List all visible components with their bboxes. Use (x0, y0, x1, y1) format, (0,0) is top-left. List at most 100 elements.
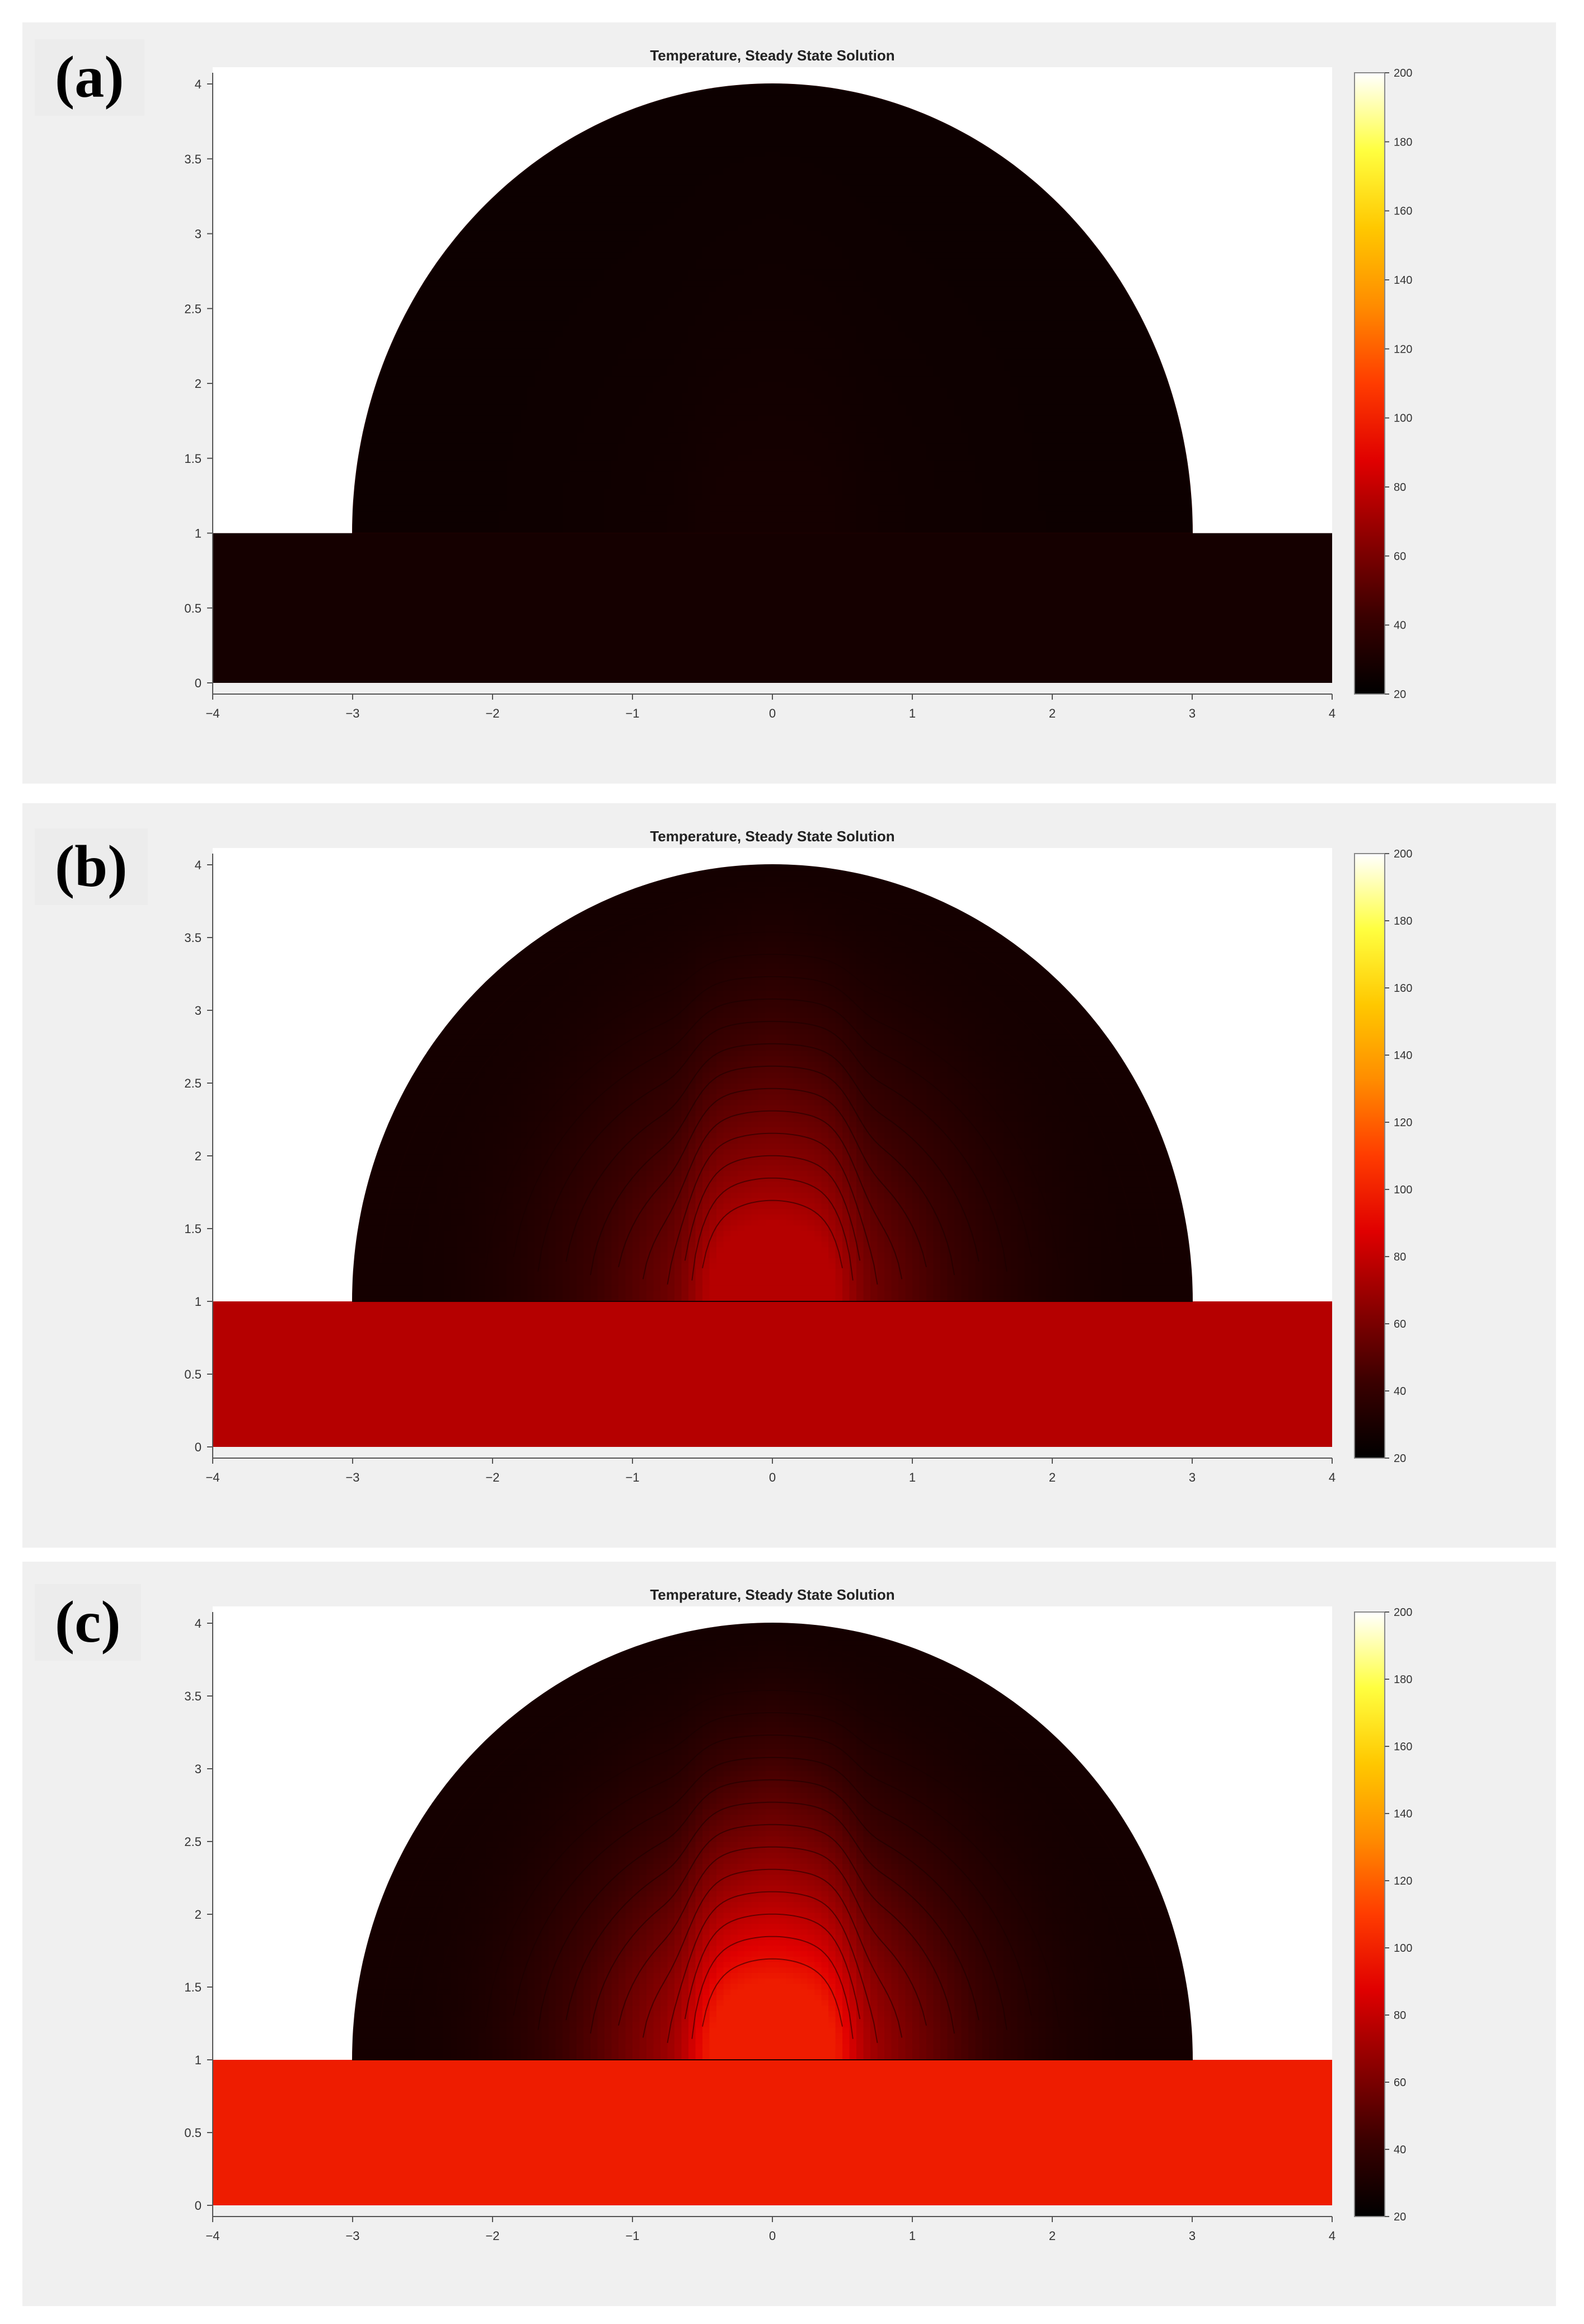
y-tick-label: 0.5 (184, 2126, 201, 2140)
chart-title: Temperature, Steady State Solution (650, 828, 894, 845)
y-tick-label: 3.5 (184, 152, 201, 166)
colorbar-tick-label: 40 (1394, 2144, 1406, 2156)
y-tick-label: 1 (195, 2053, 201, 2067)
chart-title: Temperature, Steady State Solution (650, 1586, 894, 1603)
y-tick-label: 1.5 (184, 1222, 201, 1236)
x-tick-label: −4 (205, 1470, 219, 1484)
chart-a: Temperature, Steady State Solution −4 −3 −2… (184, 47, 1412, 720)
colorbar-tick-label: 140 (1394, 1049, 1412, 1062)
y-tick-label: 2 (195, 377, 201, 391)
contour-line (432, 1689, 1113, 2025)
y-tick-label: 3 (195, 227, 201, 241)
x-tick-label: −3 (345, 706, 359, 720)
contour-line (513, 1756, 1032, 2016)
contour-line (642, 1110, 903, 1280)
x-tick-label: 3 (1189, 1470, 1196, 1484)
colorbar-tick-label: 180 (1394, 136, 1412, 148)
x-tick-label: 2 (1049, 1470, 1056, 1484)
contour-line (485, 976, 1060, 1269)
panel-label-c: (c) (35, 1584, 141, 1661)
chart-c: Temperature, Steady State Solution −4 −3 −2… (184, 1586, 1412, 2243)
y-tick-label: 1.5 (184, 452, 201, 466)
y-tick-label: 0 (195, 1440, 201, 1454)
x-tick-label: 4 (1329, 2229, 1335, 2243)
dome-outline (352, 83, 1193, 534)
x-tick-label: −3 (345, 1470, 359, 1484)
colorbar-tick-label: 180 (1394, 915, 1412, 927)
x-tick-label: −2 (485, 1470, 499, 1484)
contour-line (380, 1645, 1165, 2022)
chart-title: Temperature, Steady State Solution (650, 47, 894, 64)
contour-line (408, 909, 1137, 1249)
slab-region (213, 1301, 1332, 1447)
y-tick-label: 0.5 (184, 601, 201, 615)
chart-b: Temperature, Steady State Solution −4 −3 −2… (184, 828, 1412, 1484)
contour-line (667, 1132, 878, 1285)
colorbar-tick-label: 120 (1394, 343, 1412, 355)
colorbar-tick-label: 100 (1394, 1184, 1412, 1196)
contour-line (432, 931, 1113, 1266)
x-tick-label: 3 (1189, 2229, 1196, 2243)
colorbar-tick-label: 80 (1394, 2009, 1406, 2022)
colorbar-tick-label: 140 (1394, 1808, 1412, 1820)
x-tick-label: −2 (485, 2229, 499, 2243)
x-tick-label: 1 (909, 2229, 916, 2243)
y-tick-label: 2 (195, 1908, 201, 1922)
x-tick-label: −4 (205, 2229, 219, 2243)
colorbar-tick-label: 160 (1394, 1741, 1412, 1753)
panel-label-a: (a) (35, 39, 144, 116)
y-tick-label: 1 (195, 1295, 201, 1309)
contour-line (684, 1155, 861, 1261)
colorbar-tick-label: 200 (1394, 67, 1412, 79)
dome-outline (352, 864, 1193, 1302)
y-tick-label: 0 (195, 2199, 201, 2213)
contour-line (565, 1801, 980, 2021)
colorbar (1354, 853, 1385, 1459)
colorbar-tick-label: 20 (1394, 688, 1406, 701)
y-tick-label: 3.5 (184, 931, 201, 945)
contour-line (667, 1891, 878, 2043)
contour-line (460, 953, 1085, 1253)
contour-line (408, 1667, 1137, 2008)
colorbar-tick-label: 120 (1394, 1875, 1412, 1887)
y-tick-label: 2.5 (184, 1835, 201, 1849)
colorbar-tick-label: 120 (1394, 1117, 1412, 1129)
contour-line (537, 1020, 1007, 1272)
contour-line (590, 1824, 955, 2034)
colorbar-tick-label: 140 (1394, 274, 1412, 287)
y-tick-label: 3.5 (184, 1689, 201, 1703)
contour-lines (380, 1645, 1165, 2043)
panel-c: Temperature, Steady State Solution −4 −3 −2… (22, 1562, 1556, 2306)
colorbar-tick-label: 40 (1394, 1385, 1406, 1398)
colorbar-tick-label: 160 (1394, 982, 1412, 995)
y-tick-label: 1 (195, 527, 201, 541)
colorbar-tick-label: 60 (1394, 550, 1406, 563)
contour-line (590, 1065, 955, 1276)
colorbar (1354, 1611, 1385, 2217)
y-tick-label: 2 (195, 1149, 201, 1163)
contour-line (565, 1043, 980, 1262)
colorbar-tick-label: 60 (1394, 1318, 1406, 1330)
colorbar-tick-label: 200 (1394, 848, 1412, 860)
y-tick-label: 0.5 (184, 1367, 201, 1381)
contour-line (618, 1088, 927, 1267)
contour-line (691, 1177, 854, 1281)
x-tick-label: −1 (625, 706, 639, 720)
x-tick-label: 2 (1049, 706, 1056, 720)
x-tick-label: 0 (769, 2229, 776, 2243)
contour-line (380, 887, 1165, 1263)
dome-outline (352, 1622, 1193, 2060)
x-tick-label: 4 (1329, 1470, 1335, 1484)
panel-label-b: (b) (35, 828, 148, 905)
y-tick-label: 4 (195, 77, 201, 91)
x-tick-label: 3 (1189, 706, 1196, 720)
colorbar-tick-label: 20 (1394, 2211, 1406, 2223)
x-tick-label: 0 (769, 706, 776, 720)
colorbar-tick-label: 60 (1394, 2077, 1406, 2089)
contour-line (460, 1712, 1085, 2012)
colorbar-tick-label: 100 (1394, 1942, 1412, 1955)
contour-line (691, 1936, 854, 2039)
contour-line (684, 1913, 861, 2020)
x-tick-label: −1 (625, 2229, 639, 2243)
x-tick-label: −1 (625, 1470, 639, 1484)
